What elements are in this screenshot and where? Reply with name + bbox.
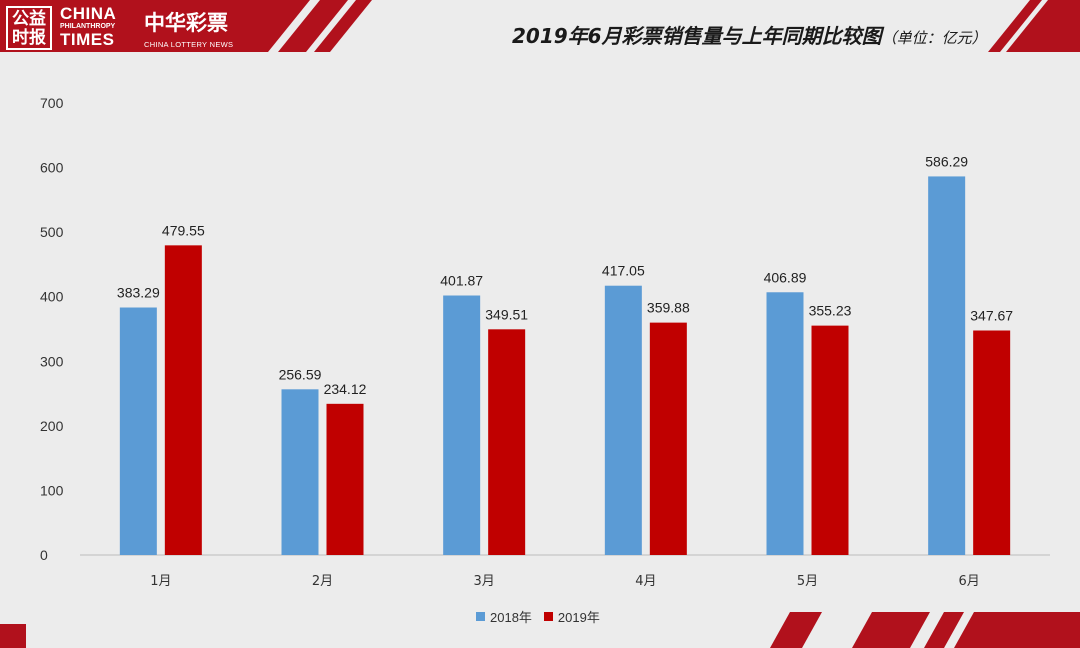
bar-2018年-4月 — [604, 285, 642, 555]
data-label: 401.87 — [440, 273, 483, 289]
data-label: 406.89 — [764, 269, 807, 285]
bar-2019年-1月 — [164, 245, 202, 555]
logo-wordmark: CHINA PHILANTHROPY TIMES — [60, 4, 138, 49]
y-tick-label: 500 — [40, 224, 64, 240]
bar-2019年-5月 — [811, 325, 849, 555]
header-band — [0, 0, 1080, 52]
legend-swatch-2019 — [543, 611, 553, 621]
bar-2018年-2月 — [281, 389, 319, 555]
bar-2019年-2月 — [326, 403, 364, 555]
logo-line-philanthropy: PHILANTHROPY — [60, 23, 116, 30]
y-tick-label: 200 — [40, 418, 64, 434]
data-label: 383.29 — [117, 285, 160, 301]
chart-title-unit: （单位：亿元） — [881, 29, 987, 47]
data-label: 586.29 — [925, 153, 968, 169]
y-tick-label: 600 — [40, 160, 64, 176]
data-label: 479.55 — [162, 222, 205, 238]
y-tick-label: 0 — [40, 547, 48, 563]
x-tick-label: 3月 — [474, 574, 495, 589]
data-label: 359.88 — [647, 300, 690, 316]
logo-line-china: CHINA — [60, 4, 117, 23]
chart-title-main: 2019年6月彩票销售量与上年同期比较图 — [512, 24, 882, 48]
data-label: 256.59 — [279, 366, 322, 382]
lottery-brand-sub: CHINA LOTTERY NEWS — [144, 40, 234, 49]
bar-2018年-5月 — [766, 292, 804, 555]
legend-swatch-2018 — [476, 611, 485, 621]
legend-item-2019: 2019年 — [543, 607, 600, 626]
data-label: 355.23 — [809, 303, 852, 319]
legend-item-2018: 2018年 — [476, 607, 532, 626]
data-label: 347.67 — [970, 308, 1013, 324]
bar-2018年-3月 — [443, 295, 481, 555]
y-tick-label: 700 — [40, 95, 64, 111]
bar-2018年-1月 — [119, 307, 157, 555]
x-tick-label: 5月 — [797, 574, 818, 589]
y-tick-label: 300 — [40, 353, 64, 369]
legend-label-2018: 2018年 — [490, 609, 532, 625]
y-tick-label: 100 — [40, 482, 64, 498]
bar-2019年-3月 — [488, 329, 526, 555]
bar-2018年-6月 — [928, 176, 966, 555]
logo-seal: 公益时报 — [6, 6, 52, 50]
x-tick-label: 2月 — [312, 574, 333, 589]
legend-label-2019: 2019年 — [557, 609, 600, 625]
data-label: 417.05 — [602, 263, 645, 279]
chart-title: 2019年6月彩票销售量与上年同期比较图（单位：亿元） — [512, 20, 1032, 49]
x-tick-label: 6月 — [959, 574, 980, 589]
x-tick-label: 1月 — [150, 574, 171, 589]
publisher-logo: 公益时报 CHINA PHILANTHROPY TIMES 中华彩票 CHINA… — [6, 4, 251, 54]
data-label: 234.12 — [324, 381, 367, 397]
data-label: 349.51 — [485, 306, 528, 322]
bar-2019年-6月 — [973, 330, 1011, 555]
logo-line-times: TIMES — [60, 30, 115, 49]
bar-2019年-4月 — [649, 322, 687, 555]
chart-legend: 2018年 2019年 — [476, 606, 600, 626]
lottery-brand: 中华彩票 — [144, 11, 228, 35]
x-tick-label: 4月 — [635, 574, 656, 589]
y-tick-label: 400 — [40, 289, 64, 305]
